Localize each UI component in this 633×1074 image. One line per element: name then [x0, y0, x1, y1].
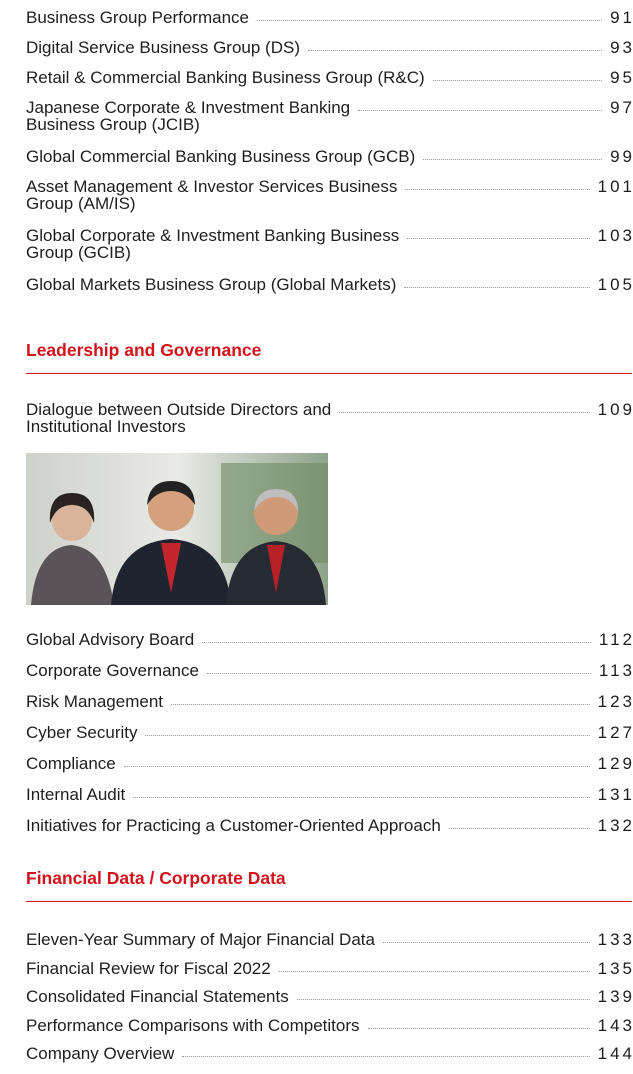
page-number: 112 — [598, 630, 633, 649]
dot-leader — [423, 148, 603, 160]
photo — [26, 453, 328, 605]
entry-title: Digital Service Business Group (DS) — [26, 38, 300, 57]
page-number: 123 — [597, 692, 633, 711]
dot-leader — [382, 931, 590, 943]
page-number: 132 — [597, 816, 633, 835]
dot-leader — [307, 39, 603, 51]
page-number: 139 — [597, 987, 633, 1006]
page-number: 91 — [610, 8, 633, 27]
toc-entry: Global Corporate & Investment Banking Bu… — [26, 227, 632, 261]
dot-leader — [407, 227, 590, 239]
page-number: 129 — [597, 754, 633, 773]
toc-entry: Consolidated Financial Statements 139 — [26, 988, 632, 1005]
toc-entry: Company Overview 144 — [26, 1045, 632, 1062]
entry-title: Dialogue between Outside Directors and I… — [26, 400, 332, 436]
feature-entry: Dialogue between Outside Directors and I… — [26, 401, 632, 435]
dot-leader — [448, 817, 590, 829]
dot-leader — [339, 401, 590, 413]
business-group-list: Business Group Performance 91 Digital Serv… — [26, 9, 632, 306]
dot-leader — [405, 178, 590, 190]
page-number: 143 — [597, 1015, 633, 1035]
entry-title: Corporate Governance — [26, 661, 199, 680]
toc-entry: Retail & Commercial Banking Business Gro… — [26, 69, 632, 86]
page-number: 131 — [597, 785, 633, 804]
dot-leader — [404, 276, 590, 288]
entry-title: Initiatives for Practicing a Customer-Or… — [26, 816, 441, 835]
entry-title: Asset Management & Investor Services Bus… — [26, 177, 398, 213]
entry-title: Cyber Security — [26, 723, 138, 742]
toc-entry: Initiatives for Practicing a Customer-Or… — [26, 817, 632, 834]
toc-entry: Dialogue between Outside Directors and I… — [26, 401, 632, 435]
toc-entry: Global Commercial Banking Business Group… — [26, 148, 632, 165]
entry-title: Eleven-Year Summary of Major Financial D… — [26, 930, 375, 949]
toc-entry: Cyber Security 127 — [26, 724, 632, 741]
dot-leader — [123, 755, 590, 767]
dot-leader — [145, 724, 590, 736]
toc-entry: Internal Audit 131 — [26, 786, 632, 803]
entry-title: Global Corporate & Investment Banking Bu… — [26, 226, 400, 262]
page-number: 93 — [610, 38, 633, 57]
page-number: 99 — [610, 147, 633, 166]
entry-title: Compliance — [26, 754, 116, 773]
toc-entry: Eleven-Year Summary of Major Financial D… — [26, 931, 632, 948]
dot-leader — [367, 1017, 590, 1029]
dot-leader — [278, 960, 590, 972]
dot-leader — [182, 1045, 590, 1057]
entry-title: Company Overview — [26, 1044, 175, 1063]
page-number: 144 — [597, 1044, 633, 1063]
entry-title: Business Group Performance — [26, 8, 249, 27]
dot-leader — [171, 693, 590, 705]
entry-list: Global Advisory Board 112 Corporate Govern… — [26, 631, 632, 848]
toc-entry: Asset Management & Investor Services Bus… — [26, 178, 632, 212]
section-heading: Leadership and Governance — [26, 340, 632, 374]
toc-entry: Risk Management 123 — [26, 693, 632, 710]
page-number: 113 — [598, 661, 633, 680]
toc-entry: Performance Comparisons with Competitors… — [26, 1017, 632, 1034]
toc-entry: Global Advisory Board 112 — [26, 631, 632, 648]
toc-entry: Corporate Governance 113 — [26, 662, 632, 679]
dot-leader — [133, 786, 590, 798]
page-number: 127 — [597, 723, 633, 742]
toc-entry: Digital Service Business Group (DS) 93 — [26, 39, 632, 56]
entry-title: Financial Review for Fiscal 2022 — [26, 958, 271, 978]
dot-leader — [296, 988, 590, 1000]
entry-title: Japanese Corporate & Investment Banking … — [26, 98, 351, 134]
dot-leader — [432, 69, 603, 81]
page-number: 95 — [610, 68, 633, 87]
page-number: 101 — [597, 177, 633, 196]
entry-title: Performance Comparisons with Competitors — [26, 1015, 360, 1035]
toc-entry: Global Markets Business Group (Global Ma… — [26, 276, 632, 293]
toc-entry: Financial Review for Fiscal 2022 135 — [26, 960, 632, 977]
page-number: 105 — [597, 275, 633, 294]
dot-leader — [358, 99, 603, 111]
page-number: 109 — [597, 400, 633, 419]
entry-title: Global Markets Business Group (Global Ma… — [26, 275, 397, 294]
dot-leader — [202, 631, 591, 643]
page-number: 133 — [597, 930, 633, 949]
entry-title: Risk Management — [26, 692, 164, 711]
entry-title: Consolidated Financial Statements — [26, 987, 289, 1006]
toc-entry: Compliance 129 — [26, 755, 632, 772]
section-heading: Financial Data / Corporate Data — [26, 868, 632, 902]
page-number: 97 — [610, 98, 633, 117]
page-number: 103 — [597, 226, 633, 245]
entry-title: Global Advisory Board — [26, 630, 195, 649]
entry-list: Eleven-Year Summary of Major Financial D… — [26, 931, 632, 1074]
entry-title: Retail & Commercial Banking Business Gro… — [26, 68, 425, 87]
dot-leader — [206, 662, 591, 674]
entry-title: Global Commercial Banking Business Group… — [26, 147, 416, 166]
dot-leader — [257, 9, 603, 21]
entry-title: Internal Audit — [26, 785, 126, 804]
page-number: 135 — [597, 958, 633, 978]
toc-entry: Business Group Performance 91 — [26, 9, 632, 26]
toc-entry: Japanese Corporate & Investment Banking … — [26, 99, 632, 133]
